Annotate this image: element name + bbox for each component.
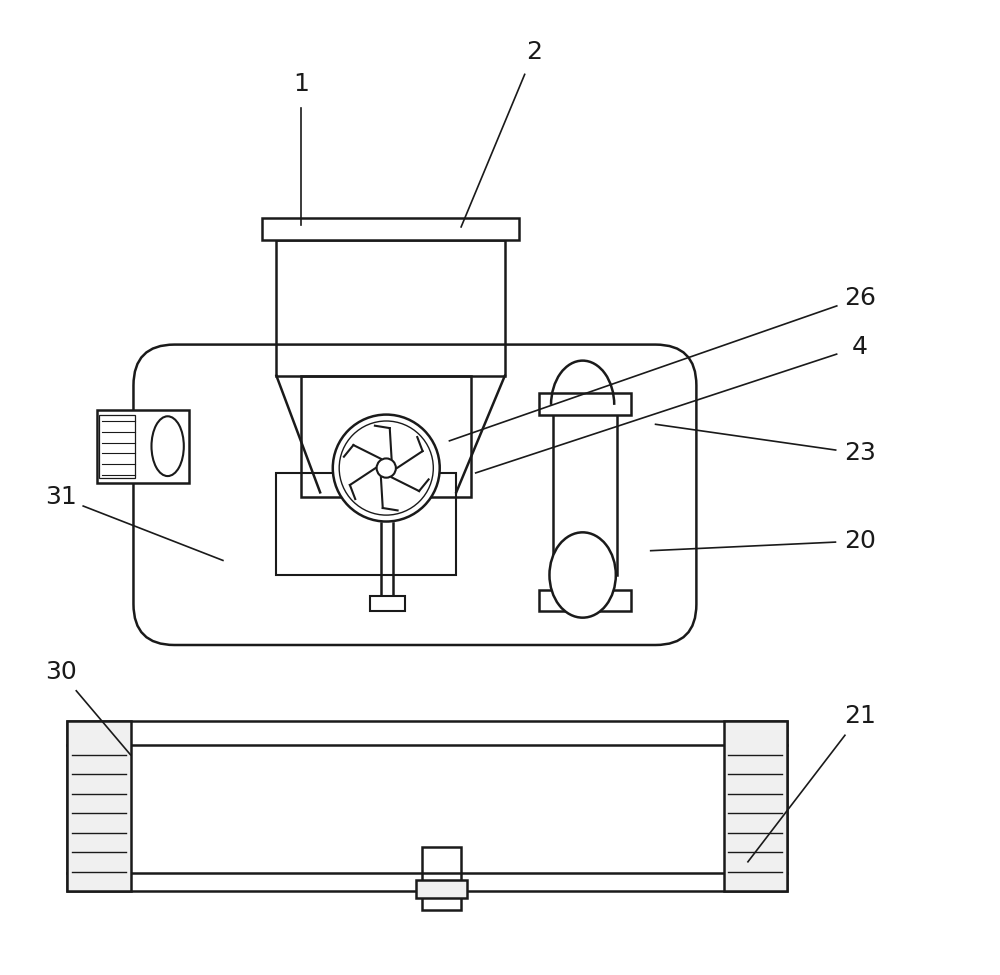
Bar [416, 880, 467, 898]
Bar [262, 218, 519, 240]
Bar [301, 375, 471, 497]
Circle shape [377, 458, 396, 478]
Bar [539, 590, 631, 611]
Text: 20: 20 [844, 529, 876, 553]
Bar [422, 847, 461, 911]
Text: 23: 23 [844, 442, 876, 465]
Text: 26: 26 [844, 286, 876, 310]
Bar [724, 721, 787, 891]
Bar [276, 240, 505, 375]
Bar [67, 721, 787, 891]
Ellipse shape [151, 416, 184, 476]
Bar [97, 410, 189, 483]
Text: 30: 30 [45, 660, 76, 684]
Bar [67, 721, 131, 891]
FancyBboxPatch shape [133, 344, 696, 645]
Bar [539, 393, 631, 414]
Bar [276, 473, 456, 575]
Text: 4: 4 [852, 334, 868, 359]
Bar [370, 597, 405, 611]
Text: 31: 31 [45, 486, 76, 509]
Ellipse shape [549, 532, 616, 617]
Bar [99, 414, 135, 478]
Text: 2: 2 [526, 40, 542, 64]
Text: 21: 21 [844, 704, 876, 728]
Circle shape [333, 414, 440, 522]
Bar [553, 405, 617, 575]
Text: 1: 1 [293, 72, 309, 96]
